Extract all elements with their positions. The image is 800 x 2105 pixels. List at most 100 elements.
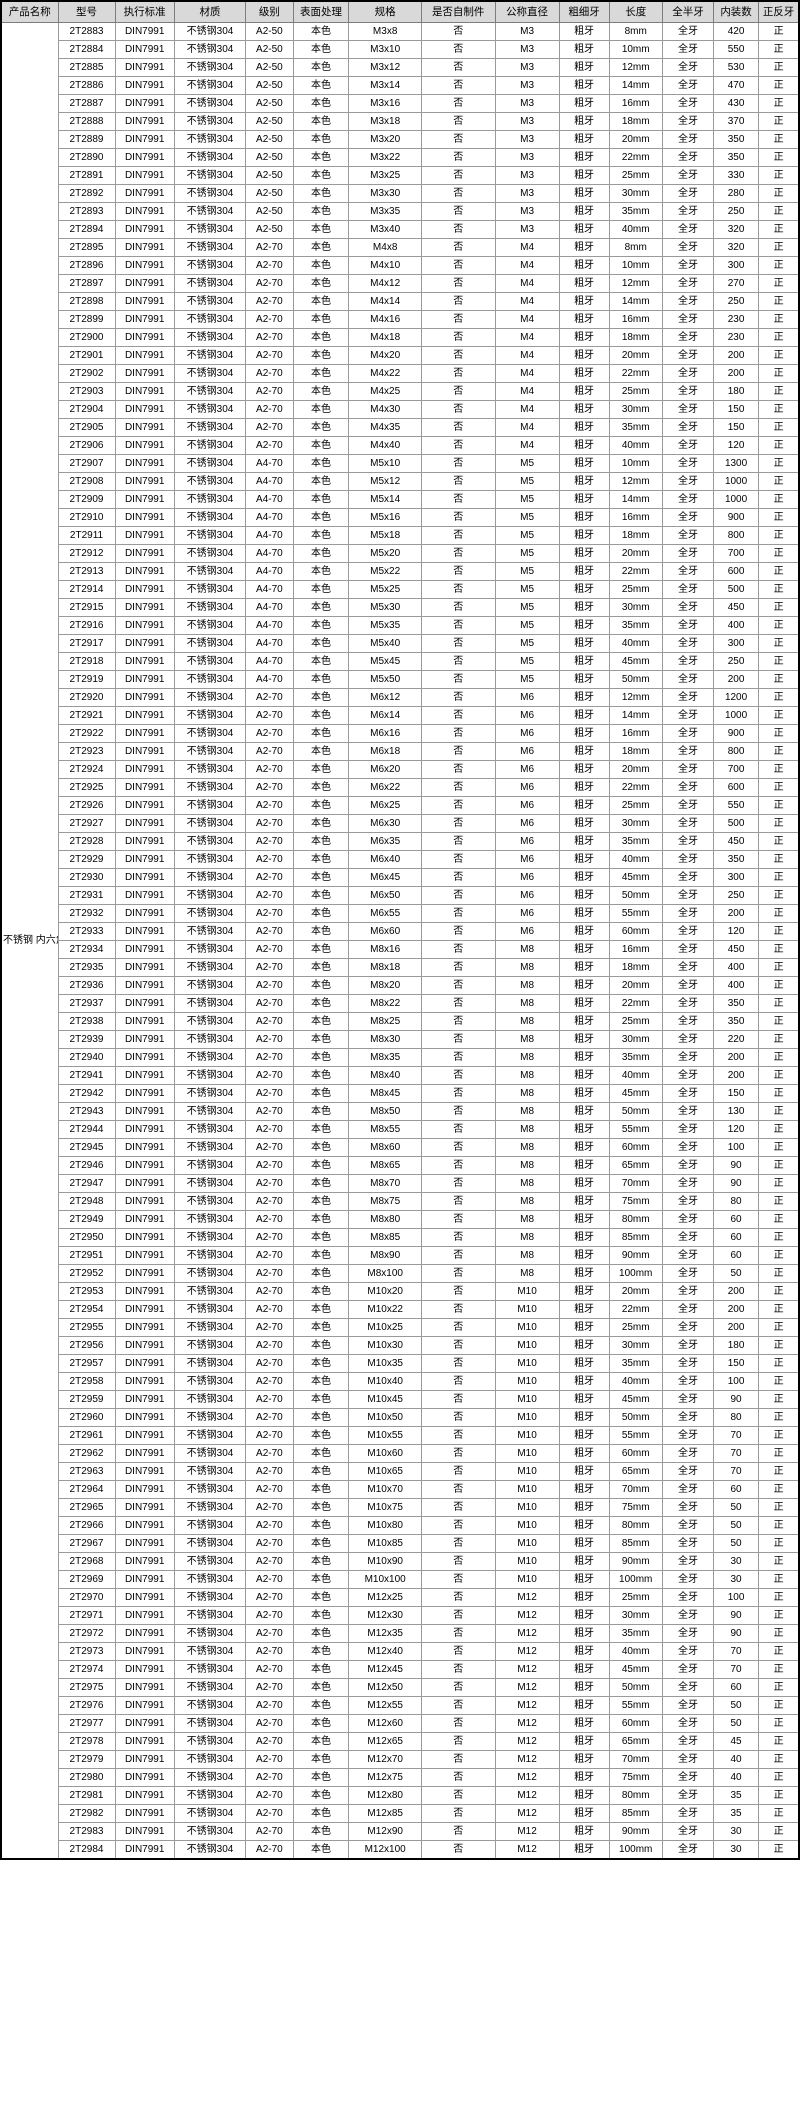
cell-6: 否 bbox=[420, 1678, 496, 1697]
cell-7: M8 bbox=[494, 1120, 560, 1139]
cell-6: 否 bbox=[420, 1804, 496, 1823]
cell-6: 否 bbox=[420, 148, 496, 167]
cell-1: DIN7991 bbox=[114, 1606, 175, 1625]
cell-4: 本色 bbox=[292, 1570, 350, 1589]
cell-6: 否 bbox=[420, 1192, 496, 1211]
cell-6: 否 bbox=[420, 652, 496, 671]
cell-7: M8 bbox=[494, 1102, 560, 1121]
cell-12: 正 bbox=[758, 1768, 800, 1787]
cell-11: 200 bbox=[712, 1048, 760, 1067]
cell-11: 200 bbox=[712, 1318, 760, 1337]
cell-9: 12mm bbox=[608, 58, 663, 77]
cell-10: 全牙 bbox=[661, 1804, 715, 1823]
cell-5: M3x30 bbox=[348, 184, 422, 203]
cell-8: 粗牙 bbox=[558, 1768, 610, 1787]
cell-4: 本色 bbox=[292, 1480, 350, 1499]
cell-8: 粗牙 bbox=[558, 616, 610, 635]
cell-2: 不锈钢304 bbox=[173, 58, 247, 77]
cell-4: 本色 bbox=[292, 1804, 350, 1823]
cell-1: DIN7991 bbox=[114, 1588, 175, 1607]
cell-6: 否 bbox=[420, 1156, 496, 1175]
cell-6: 否 bbox=[420, 1516, 496, 1535]
cell-4: 本色 bbox=[292, 580, 350, 599]
cell-0: 2T2947 bbox=[57, 1174, 116, 1193]
table-row: 不锈钢 内六角螺丝2T2883DIN7991不锈钢304A2-50本色M3x8否… bbox=[0, 22, 800, 1860]
cell-4: 本色 bbox=[292, 1354, 350, 1373]
cell-11: 1200 bbox=[712, 688, 760, 707]
cell-0: 2T2900 bbox=[57, 328, 116, 347]
cell-10: 全牙 bbox=[661, 184, 715, 203]
cell-3: A2-70 bbox=[245, 688, 294, 707]
table-row: 2T2907 DIN7991 不锈钢304 A4-70 本色 M5x10 否 M5 粗牙 10mm… bbox=[1, 454, 800, 473]
cell-3: A2-70 bbox=[245, 1822, 294, 1841]
cell-5: M5x50 bbox=[348, 670, 422, 689]
cell-10: 全牙 bbox=[661, 1012, 715, 1031]
cell-12: 正 bbox=[758, 634, 800, 653]
cell-12: 正 bbox=[758, 148, 800, 167]
cell-11: 60 bbox=[712, 1210, 760, 1229]
cell-1: DIN7991 bbox=[114, 1246, 175, 1265]
cell-7: M6 bbox=[494, 814, 560, 833]
cell-12: 正 bbox=[758, 1048, 800, 1067]
cell-5: M8x60 bbox=[348, 1138, 422, 1157]
table-row: 2T2979 DIN7991 不锈钢304 A2-70 本色 M12x70 否 M12 粗牙 70… bbox=[1, 1750, 800, 1769]
table-row: 2T2968 DIN7991 不锈钢304 A2-70 本色 M10x90 否 M10 粗牙 90… bbox=[1, 1552, 800, 1571]
cell-2: 不锈钢304 bbox=[173, 976, 247, 995]
cell-1: DIN7991 bbox=[114, 184, 175, 203]
cell-7: M3 bbox=[494, 184, 560, 203]
cell-1: DIN7991 bbox=[114, 94, 175, 113]
cell-11: 900 bbox=[712, 508, 760, 527]
cell-3: A2-70 bbox=[245, 778, 294, 797]
cell-10: 全牙 bbox=[661, 832, 715, 851]
cell-2: 不锈钢304 bbox=[173, 958, 247, 977]
cell-3: A2-70 bbox=[245, 1336, 294, 1355]
cell-9: 60mm bbox=[608, 1714, 663, 1733]
cell-1: DIN7991 bbox=[114, 1462, 175, 1481]
cell-0: 2T2918 bbox=[57, 652, 116, 671]
cell-5: M6x16 bbox=[348, 724, 422, 743]
cell-12: 正 bbox=[758, 1606, 800, 1625]
cell-4: 本色 bbox=[292, 1498, 350, 1517]
cell-10: 全牙 bbox=[661, 1516, 715, 1535]
table-row: 2T2960 DIN7991 不锈钢304 A2-70 本色 M10x50 否 M10 粗牙 50… bbox=[1, 1408, 800, 1427]
cell-5: M12x30 bbox=[348, 1606, 422, 1625]
cell-10: 全牙 bbox=[661, 1264, 715, 1283]
cell-7: M12 bbox=[494, 1606, 560, 1625]
cell-7: M4 bbox=[494, 238, 560, 257]
table-row: 2T2959 DIN7991 不锈钢304 A2-70 本色 M10x45 否 M10 粗牙 45… bbox=[1, 1390, 800, 1409]
cell-9: 80mm bbox=[608, 1210, 663, 1229]
cell-3: A4-70 bbox=[245, 544, 294, 563]
cell-3: A2-70 bbox=[245, 1426, 294, 1445]
cell-7: M8 bbox=[494, 940, 560, 959]
cell-4: 本色 bbox=[292, 724, 350, 743]
table-row: 2T2984 DIN7991 不锈钢304 A2-70 本色 M12x100 否 M12 粗牙 1… bbox=[1, 1840, 800, 1860]
cell-5: M12x55 bbox=[348, 1696, 422, 1715]
cell-3: A2-50 bbox=[245, 76, 294, 95]
cell-10: 全牙 bbox=[661, 76, 715, 95]
cell-1: DIN7991 bbox=[114, 1354, 175, 1373]
cell-4: 本色 bbox=[292, 1696, 350, 1715]
cell-2: 不锈钢304 bbox=[173, 40, 247, 59]
cell-6: 否 bbox=[420, 1660, 496, 1679]
cell-3: A2-70 bbox=[245, 1048, 294, 1067]
table-row: 2T2966 DIN7991 不锈钢304 A2-70 本色 M10x80 否 M10 粗牙 80… bbox=[1, 1516, 800, 1535]
table-row: 2T2884 DIN7991 不锈钢304 A2-50 本色 M3x10 否 M3 粗牙 10mm… bbox=[1, 40, 800, 59]
cell-12: 正 bbox=[758, 400, 800, 419]
cell-12: 正 bbox=[758, 1462, 800, 1481]
cell-7: M10 bbox=[494, 1534, 560, 1553]
cell-12: 正 bbox=[758, 220, 800, 239]
cell-10: 全牙 bbox=[661, 1552, 715, 1571]
cell-7: M3 bbox=[494, 94, 560, 113]
cell-0: 2T2922 bbox=[57, 724, 116, 743]
cell-2: 不锈钢304 bbox=[173, 472, 247, 491]
cell-9: 40mm bbox=[608, 436, 663, 455]
cell-1: DIN7991 bbox=[114, 1030, 175, 1049]
cell-2: 不锈钢304 bbox=[173, 1354, 247, 1373]
cell-11: 200 bbox=[712, 346, 760, 365]
cell-7: M10 bbox=[494, 1462, 560, 1481]
cell-1: DIN7991 bbox=[114, 1696, 175, 1715]
cell-3: A2-70 bbox=[245, 1138, 294, 1157]
cell-9: 22mm bbox=[608, 778, 663, 797]
table-row: 2T2970 DIN7991 不锈钢304 A2-70 本色 M12x25 否 M12 粗牙 25… bbox=[1, 1588, 800, 1607]
cell-7: M10 bbox=[494, 1516, 560, 1535]
